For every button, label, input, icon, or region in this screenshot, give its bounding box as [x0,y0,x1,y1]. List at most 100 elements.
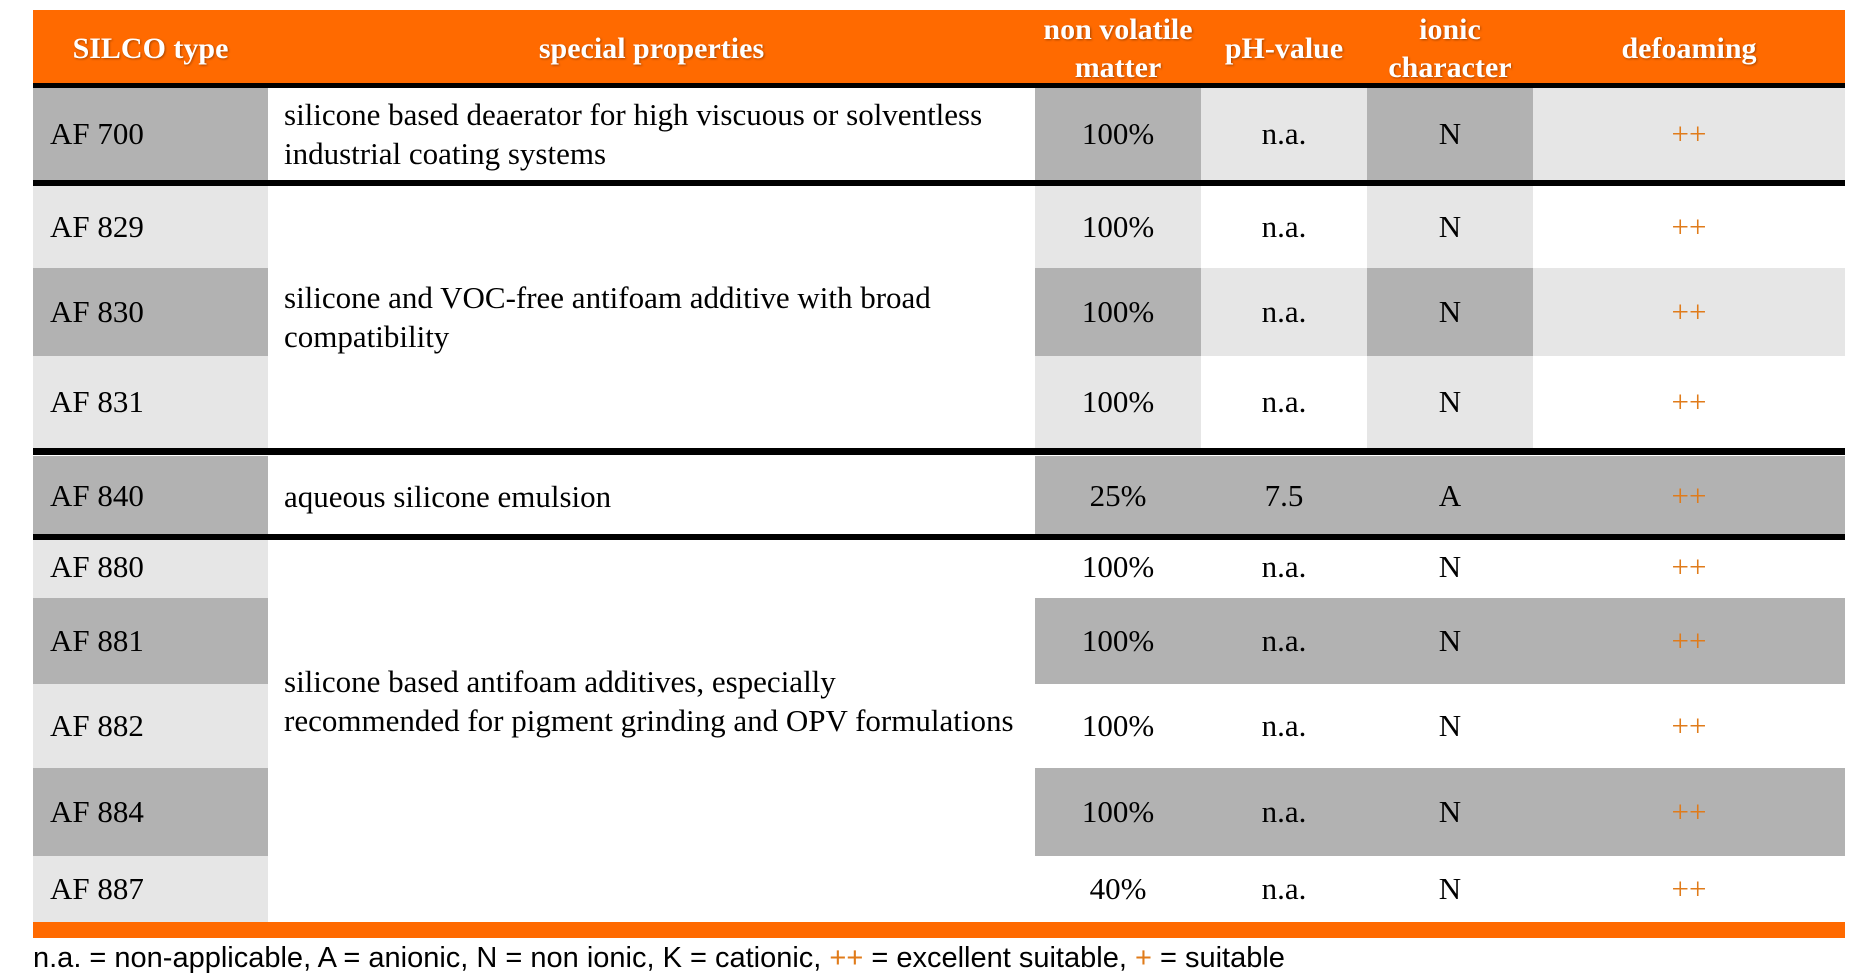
cell-ph: n.a. [1201,356,1367,448]
cell-nvm: 100% [1035,684,1201,768]
cell-ph-value: n.a. [1261,384,1307,419]
cell-ionic-value: N [1438,209,1462,244]
cell-ionic-value: A [1438,478,1462,513]
cell-nvm: 25% [1035,456,1201,536]
cell-ionic-value: N [1438,294,1462,329]
cell-defoaming: ++ [1533,598,1845,684]
header-ionic: ionic character [1367,10,1533,88]
cell-nvm: 100% [1035,186,1201,268]
cell-nvm-value: 100% [1081,209,1155,244]
cell-type: AF 830 [33,268,268,356]
cell-ph-value: n.a. [1261,294,1307,329]
cell-ph: 7.5 [1201,456,1367,536]
legend-text-excellent: = excellent suitable, [871,942,1127,974]
cell-ionic-value: N [1438,623,1462,658]
product-table: SILCO type special properties non volatile… [33,10,1845,922]
cell-defoaming: ++ [1533,88,1845,180]
cell-defoaming: ++ [1533,186,1845,268]
cell-nvm: 100% [1035,88,1201,180]
cell-ionic-value: N [1438,794,1462,829]
cell-defoaming: ++ [1533,268,1845,356]
cell-ph-value: n.a. [1261,871,1307,906]
cell-defoaming-value: ++ [1671,623,1707,658]
cell-type-value: AF 840 [50,478,144,513]
cell-nvm-value: 25% [1089,478,1147,513]
cell-nvm-value: 100% [1081,384,1155,419]
cell-special-properties: aqueous silicone emulsion [268,456,1035,536]
cell-nvm-value: 100% [1081,294,1155,329]
table-footer-bar [33,922,1845,938]
cell-type: AF 882 [33,684,268,768]
header-type-label: SILCO type [72,32,229,65]
header-special-label: special properties [538,32,765,65]
cell-ph: n.a. [1201,88,1367,180]
cell-special-properties: silicone and VOC-free antifoam additive … [268,186,1035,448]
cell-nvm-value: 100% [1081,623,1155,658]
cell-ph: n.a. [1201,268,1367,356]
cell-type: AF 887 [33,856,268,922]
row-separator [33,180,1845,186]
cell-ph: n.a. [1201,536,1367,598]
cell-nvm: 100% [1035,268,1201,356]
cell-defoaming-value: ++ [1671,384,1707,419]
header-nvm-label: non volatile matter [1043,13,1193,84]
cell-ph-value: n.a. [1261,116,1307,151]
cell-defoaming: ++ [1533,768,1845,856]
cell-nvm: 100% [1035,768,1201,856]
cell-ionic: N [1367,88,1533,180]
cell-ionic: N [1367,356,1533,448]
cell-nvm: 100% [1035,598,1201,684]
header-type: SILCO type [33,10,268,88]
cell-ionic: N [1367,268,1533,356]
cell-ionic: N [1367,186,1533,268]
cell-nvm-value: 100% [1081,116,1155,151]
cell-type-value: AF 884 [50,794,144,829]
cell-defoaming-value: ++ [1671,116,1707,151]
legend-symbol-suitable: + [1134,942,1152,974]
cell-ph-value: n.a. [1261,549,1307,584]
cell-type: AF 880 [33,536,268,598]
cell-ionic: N [1367,768,1533,856]
cell-defoaming-value: ++ [1671,209,1707,244]
cell-nvm-value: 100% [1081,708,1155,743]
cell-defoaming-value: ++ [1671,478,1707,513]
cell-defoaming: ++ [1533,356,1845,448]
cell-type-value: AF 887 [50,871,144,906]
cell-ph: n.a. [1201,598,1367,684]
cell-ionic: N [1367,536,1533,598]
cell-type: AF 840 [33,456,268,536]
cell-ionic-value: N [1438,384,1462,419]
cell-defoaming: ++ [1533,456,1845,536]
legend-symbol-excellent: ++ [829,942,864,974]
cell-ionic-value: N [1438,708,1462,743]
header-defoaming-label: defoaming [1621,32,1757,65]
cell-nvm-value: 100% [1081,794,1155,829]
cell-type: AF 884 [33,768,268,856]
special-properties-text: silicone based deaerator for high viscuo… [284,97,983,171]
cell-nvm-value: 40% [1089,871,1147,906]
row-separator [33,83,1845,88]
cell-nvm: 40% [1035,856,1201,922]
cell-type-value: AF 880 [50,549,144,584]
cell-defoaming: ++ [1533,536,1845,598]
header-nvm: non volatile matter [1035,10,1201,88]
legend-text-suitable: = suitable [1159,942,1285,974]
cell-ionic: A [1367,456,1533,536]
cell-type: AF 831 [33,356,268,448]
cell-ph: n.a. [1201,684,1367,768]
cell-defoaming: ++ [1533,856,1845,922]
special-properties-text: silicone and VOC-free antifoam additive … [284,280,931,354]
header-defoaming: defoaming [1533,10,1845,88]
cell-nvm: 100% [1035,356,1201,448]
cell-nvm: 100% [1035,536,1201,598]
cell-type-value: AF 829 [50,209,144,244]
cell-type-value: AF 881 [50,623,144,658]
cell-ph: n.a. [1201,768,1367,856]
cell-ionic: N [1367,856,1533,922]
cell-defoaming-value: ++ [1671,708,1707,743]
row-separator [33,534,1845,540]
cell-ph-value: n.a. [1261,623,1307,658]
special-properties-text: aqueous silicone emulsion [284,478,612,514]
cell-type-value: AF 831 [50,384,144,419]
cell-type-value: AF 882 [50,708,144,743]
